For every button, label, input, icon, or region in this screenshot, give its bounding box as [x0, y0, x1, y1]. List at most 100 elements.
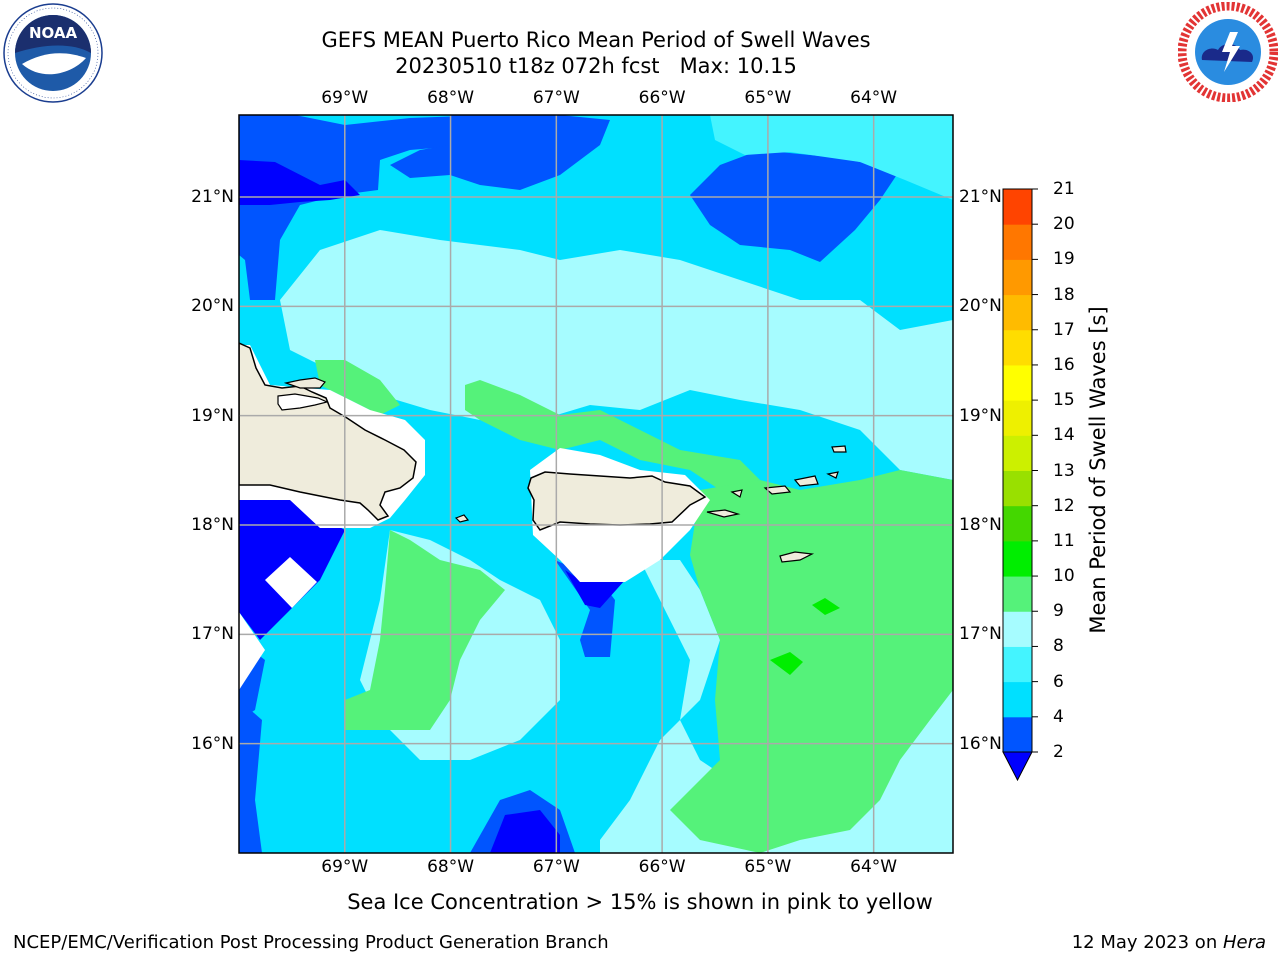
lat-tick-label-left: 20°N: [191, 296, 234, 317]
land-puerto-rico: [527, 471, 707, 531]
lat-tick-label-right: 18°N: [959, 515, 1002, 535]
contour-bright-green-2: [812, 598, 840, 615]
contour-blue-n: [390, 115, 610, 190]
lat-tick-label-left: 16°N: [191, 733, 234, 754]
lat-tick-label-left: 17°N: [191, 624, 234, 645]
contour-blue-nw: [239, 115, 490, 300]
colorbar-segment: [1003, 364, 1032, 401]
contour-green-1: [315, 360, 400, 415]
lon-tick-label-top: 66°W: [638, 88, 686, 108]
colorbar-tick-label: 17: [1053, 319, 1075, 340]
lat-tick-label-right: 17°N: [959, 624, 1002, 645]
colorbar-segment: [1003, 681, 1032, 718]
colorbar-segment: [1003, 646, 1032, 683]
colorbar-segment: [1003, 611, 1032, 647]
colorbar-tick-label: 14: [1053, 425, 1075, 446]
contour-green-3: [345, 530, 505, 730]
mask-sw-edge: [239, 612, 265, 690]
lon-tick-label-bot: 67°W: [532, 857, 580, 877]
contour-light-cyan-central: [280, 230, 953, 480]
lat-tick-label-right: 19°N: [959, 405, 1002, 426]
lon-tick-label-bot: 68°W: [427, 857, 475, 877]
swell-contour-field: [239, 115, 953, 853]
colorbar-segment: [1003, 189, 1032, 225]
colorbar-segment: [1003, 259, 1032, 296]
colorbar-tick-label: 16: [1053, 354, 1075, 375]
footer-date-text: 12 May 2023 on: [1071, 932, 1223, 953]
colorbar-tick-label: 10: [1053, 566, 1075, 587]
colorbar-tick-label: 2: [1053, 742, 1064, 762]
colorbar-extend-triangle: [1002, 751, 1033, 782]
chart-subtitle: 20230510 t18z 072h fcst Max: 10.15: [395, 54, 797, 78]
colorbar-segment: [1003, 540, 1032, 577]
lon-tick-label-bot: 69°W: [321, 857, 369, 877]
map-frame: [238, 114, 954, 854]
land-anegada: [831, 445, 847, 453]
lat-tick-label-right: 20°N: [959, 296, 1002, 317]
contour-blue-ne: [690, 150, 900, 262]
lon-tick-label-bot: 65°W: [744, 857, 792, 877]
lat-tick-label-left: 19°N: [191, 405, 234, 426]
water-samana-bay: [277, 393, 329, 411]
lat-tick-label-right: 21°N: [959, 187, 1002, 207]
land-st-croix: [779, 551, 815, 563]
land-north-coast-islet: [283, 377, 326, 389]
contour-deep-blue-nw: [239, 160, 360, 205]
noaa-logo-icon: NOAA: [3, 3, 103, 103]
contour-cyan-ne: [710, 115, 953, 200]
contour-deep-blue-pr-south: [565, 570, 625, 608]
land-virgin-gorda: [826, 471, 839, 479]
colorbar-tick-label: 18: [1053, 284, 1075, 305]
colorbar-tick-label: 4: [1053, 706, 1064, 727]
colorbar-label: Mean Period of Swell Waves [s]: [1086, 306, 1110, 634]
lon-tick-label-top: 65°W: [744, 88, 792, 108]
lat-tick-label-left: 18°N: [191, 515, 234, 535]
contour-green-2: [465, 380, 760, 490]
sea-ice-note: Sea Ice Concentration > 15% is shown in …: [347, 890, 933, 914]
noaa-logo-text: NOAA: [29, 24, 78, 42]
land-tortola: [793, 475, 819, 487]
colorbar-segment: [1003, 329, 1032, 366]
mask-sw-diamond: [265, 557, 317, 608]
colorbar-tick-label: 15: [1053, 390, 1075, 411]
contour-blue-sw-2: [239, 700, 262, 853]
lon-tick-label-bot: 64°W: [850, 857, 898, 877]
lon-tick-label-top: 67°W: [532, 88, 580, 108]
colorbar-tick-label: 20: [1053, 214, 1075, 235]
colorbar-segment: [1003, 505, 1032, 542]
contour-light-cyan-se-corner: [760, 690, 953, 853]
contour-green-4: [670, 470, 953, 853]
colorbar-tick-label: 8: [1053, 636, 1064, 657]
colorbar-segment: [1003, 435, 1032, 471]
colorbar-segment: [1003, 224, 1032, 260]
lon-tick-label-top: 68°W: [427, 88, 475, 108]
lon-tick-label-top: 64°W: [850, 88, 898, 108]
colorbar-segment: [1003, 294, 1032, 331]
contour-deep-blue-s: [490, 810, 560, 853]
colorbar-tick-label: 21: [1053, 179, 1075, 199]
colorbar-tick-label: 11: [1053, 530, 1075, 551]
colorbar-tick-label: 19: [1053, 249, 1075, 270]
footer-date: 12 May 2023 on Hera: [1072, 932, 1266, 953]
colorbar-tick-label: 6: [1053, 671, 1064, 692]
land-mona-island: [454, 514, 470, 523]
colorbar-segment: [1003, 716, 1032, 753]
contour-bright-green-1: [770, 652, 803, 675]
nws-logo-icon: [1178, 2, 1278, 102]
colorbar-segments: [1002, 188, 1038, 753]
land-culebra: [730, 489, 743, 498]
footer-credit: NCEP/EMC/Verification Post Processing Pr…: [13, 932, 609, 953]
colorbar-tick-label: 9: [1053, 601, 1064, 622]
colorbar-tick-label: 12: [1053, 495, 1075, 516]
colorbar-tick-label: 13: [1053, 460, 1075, 481]
colorbar-segment: [1003, 576, 1032, 612]
grid-lines: [239, 115, 953, 853]
land-hispaniola: [239, 342, 417, 521]
lat-tick-label-left: 21°N: [191, 187, 234, 207]
colorbar-segment: [1003, 400, 1032, 436]
lat-tick-label-right: 16°N: [959, 733, 1002, 754]
lon-tick-label-bot: 66°W: [638, 857, 686, 877]
colorbar-segment: [1003, 470, 1032, 507]
